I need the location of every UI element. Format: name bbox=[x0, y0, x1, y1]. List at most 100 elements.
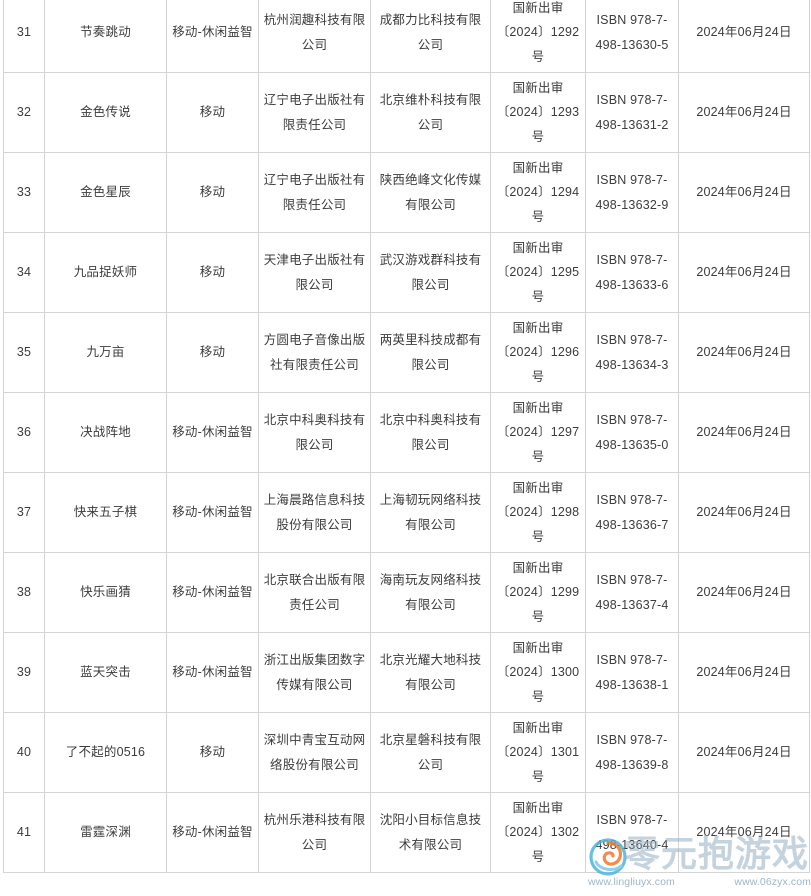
isbn-line: 498-13640-4 bbox=[595, 837, 669, 852]
isbn-line: ISBN 978-7- bbox=[596, 13, 668, 28]
document-number-line: 号 bbox=[531, 449, 545, 464]
cell-approval-date: 2024年06月24日 bbox=[678, 552, 810, 633]
cell-category: 移动-休闲益智 bbox=[166, 392, 259, 473]
isbn-line: ISBN 978-7- bbox=[596, 493, 668, 508]
document-number-line: 号 bbox=[531, 609, 545, 624]
isbn-line: ISBN 978-7- bbox=[596, 733, 668, 748]
cell-publisher: 上海晨路信息科技股份有限公司 bbox=[258, 472, 371, 553]
cell-approval-date: 2024年06月24日 bbox=[678, 232, 810, 313]
isbn-line: 498-13636-7 bbox=[595, 517, 669, 532]
cell-game-name: 蓝天突击 bbox=[44, 632, 167, 713]
document-number-line: 〔2024〕1295 bbox=[496, 265, 580, 280]
cell-isbn: ISBN 978-7- 498-13636-7 bbox=[585, 472, 679, 553]
table-row: 35 九万亩 移动 方圆电子音像出版社有限责任公司 两英里科技成都有限公司 国新出审 〔20… bbox=[3, 312, 810, 393]
cell-isbn: ISBN 978-7- 498-13631-2 bbox=[585, 72, 679, 153]
cell-operator: 武汉游戏群科技有限公司 bbox=[370, 232, 491, 313]
cell-index: 38 bbox=[3, 552, 45, 633]
cell-approval-date: 2024年06月24日 bbox=[678, 472, 810, 553]
isbn-line: 498-13639-8 bbox=[595, 757, 669, 772]
cell-publisher: 北京联合出版有限责任公司 bbox=[258, 552, 371, 633]
cell-category: 移动 bbox=[166, 232, 259, 313]
document-number-line: 〔2024〕1292 bbox=[496, 25, 580, 40]
isbn-line: 498-13632-9 bbox=[595, 197, 669, 212]
cell-game-name: 决战阵地 bbox=[44, 392, 167, 473]
cell-operator: 北京光耀大地科技有限公司 bbox=[370, 632, 491, 713]
document-number-line: 国新出审 bbox=[512, 240, 564, 255]
table-row: 32 金色传说 移动 辽宁电子出版社有限责任公司 北京维朴科技有限公司 国新出审 〔2024… bbox=[3, 72, 810, 153]
document-number-line: 国新出审 bbox=[512, 640, 564, 655]
cell-approval-date: 2024年06月24日 bbox=[678, 72, 810, 153]
document-number-line: 号 bbox=[531, 689, 545, 704]
document-number-line: 〔2024〕1299 bbox=[496, 585, 580, 600]
cell-document-number: 国新出审 〔2024〕1302 号 bbox=[490, 792, 586, 873]
game-approval-table: 31 节奏跳动 移动-休闲益智 杭州润趣科技有限公司 成都力比科技有限公司 国新出审 〔20… bbox=[3, 0, 810, 873]
cell-publisher: 北京中科奥科技有限公司 bbox=[258, 392, 371, 473]
watermark-urls: www.lingliuyx.com www.06zyx.com bbox=[588, 876, 811, 888]
cell-index: 37 bbox=[3, 472, 45, 553]
cell-isbn: ISBN 978-7- 498-13639-8 bbox=[585, 712, 679, 793]
document-number-line: 国新出审 bbox=[512, 0, 564, 15]
cell-publisher: 深圳中青宝互动网络股份有限公司 bbox=[258, 712, 371, 793]
cell-game-name: 金色星辰 bbox=[44, 152, 167, 233]
document-number-line: 号 bbox=[531, 289, 545, 304]
isbn-line: ISBN 978-7- bbox=[596, 813, 668, 828]
cell-game-name: 快来五子棋 bbox=[44, 472, 167, 553]
isbn-line: ISBN 978-7- bbox=[596, 93, 668, 108]
document-number-line: 号 bbox=[531, 209, 545, 224]
cell-index: 36 bbox=[3, 392, 45, 473]
cell-isbn: ISBN 978-7- 498-13637-4 bbox=[585, 552, 679, 633]
document-number-line: 国新出审 bbox=[512, 80, 564, 95]
document-number-line: 号 bbox=[531, 49, 545, 64]
cell-document-number: 国新出审 〔2024〕1294 号 bbox=[490, 152, 586, 233]
cell-operator: 上海韧玩网络科技有限公司 bbox=[370, 472, 491, 553]
cell-operator: 北京中科奥科技有限公司 bbox=[370, 392, 491, 473]
document-number-line: 号 bbox=[531, 369, 545, 384]
cell-isbn: ISBN 978-7- 498-13640-4 bbox=[585, 792, 679, 873]
cell-publisher: 天津电子出版社有限公司 bbox=[258, 232, 371, 313]
isbn-line: ISBN 978-7- bbox=[596, 333, 668, 348]
document-number-line: 国新出审 bbox=[512, 160, 564, 175]
cell-publisher: 浙江出版集团数字传媒有限公司 bbox=[258, 632, 371, 713]
cell-document-number: 国新出审 〔2024〕1299 号 bbox=[490, 552, 586, 633]
cell-category: 移动 bbox=[166, 152, 259, 233]
document-number-line: 号 bbox=[531, 849, 545, 864]
cell-approval-date: 2024年06月24日 bbox=[678, 632, 810, 713]
document-number-line: 国新出审 bbox=[512, 720, 564, 735]
table-row: 36 决战阵地 移动-休闲益智 北京中科奥科技有限公司 北京中科奥科技有限公司 国新出审〔… bbox=[3, 392, 810, 473]
cell-game-name: 九万亩 bbox=[44, 312, 167, 393]
isbn-line: ISBN 978-7- bbox=[596, 573, 668, 588]
document-number-line: 号 bbox=[531, 529, 545, 544]
table-row: 34 九品捉妖师 移动 天津电子出版社有限公司 武汉游戏群科技有限公司 国新出审 〔2024… bbox=[3, 232, 810, 313]
isbn-line: 498-13630-5 bbox=[595, 37, 669, 52]
cell-isbn: ISBN 978-7- 498-13633-6 bbox=[585, 232, 679, 313]
cell-operator: 北京星磐科技有限公司 bbox=[370, 712, 491, 793]
cell-approval-date: 2024年06月24日 bbox=[678, 312, 810, 393]
cell-isbn: ISBN 978-7- 498-13632-9 bbox=[585, 152, 679, 233]
cell-document-number: 国新出审 〔2024〕1297 号 bbox=[490, 392, 586, 473]
watermark-url-left: www.lingliuyx.com bbox=[588, 876, 675, 888]
document-number-line: 国新出审 bbox=[512, 800, 564, 815]
document-number-line: 〔2024〕1300 bbox=[496, 665, 580, 680]
table-row: 41 雷霆深渊 移动-休闲益智 杭州乐港科技有限公司 沈阳小目标信息技术有限公司 国新出审… bbox=[3, 792, 810, 873]
table-body: 31 节奏跳动 移动-休闲益智 杭州润趣科技有限公司 成都力比科技有限公司 国新出审 〔20… bbox=[3, 0, 810, 873]
cell-game-name: 雷霆深渊 bbox=[44, 792, 167, 873]
isbn-line: 498-13634-3 bbox=[595, 357, 669, 372]
cell-index: 32 bbox=[3, 72, 45, 153]
cell-isbn: ISBN 978-7- 498-13635-0 bbox=[585, 392, 679, 473]
cell-document-number: 国新出审〔2024〕1295 号 bbox=[490, 232, 586, 313]
cell-operator: 沈阳小目标信息技术有限公司 bbox=[370, 792, 491, 873]
cell-approval-date: 2024年06月24日 bbox=[678, 392, 810, 473]
cell-category: 移动-休闲益智 bbox=[166, 792, 259, 873]
cell-operator: 成都力比科技有限公司 bbox=[370, 0, 491, 73]
document-number-line: 〔2024〕1301 bbox=[496, 745, 580, 760]
document-number-line: 〔2024〕1298 bbox=[496, 505, 580, 520]
document-number-line: 号 bbox=[531, 129, 545, 144]
isbn-line: 498-13635-0 bbox=[595, 437, 669, 452]
table-row: 33 金色星辰 移动 辽宁电子出版社有限责任公司 陕西绝峰文化传媒有限公司 国新出审 〔20… bbox=[3, 152, 810, 233]
isbn-line: 498-13631-2 bbox=[595, 117, 669, 132]
document-number-line: 国新出审 bbox=[512, 480, 564, 495]
cell-index: 41 bbox=[3, 792, 45, 873]
cell-category: 移动 bbox=[166, 312, 259, 393]
cell-category: 移动-休闲益智 bbox=[166, 472, 259, 553]
